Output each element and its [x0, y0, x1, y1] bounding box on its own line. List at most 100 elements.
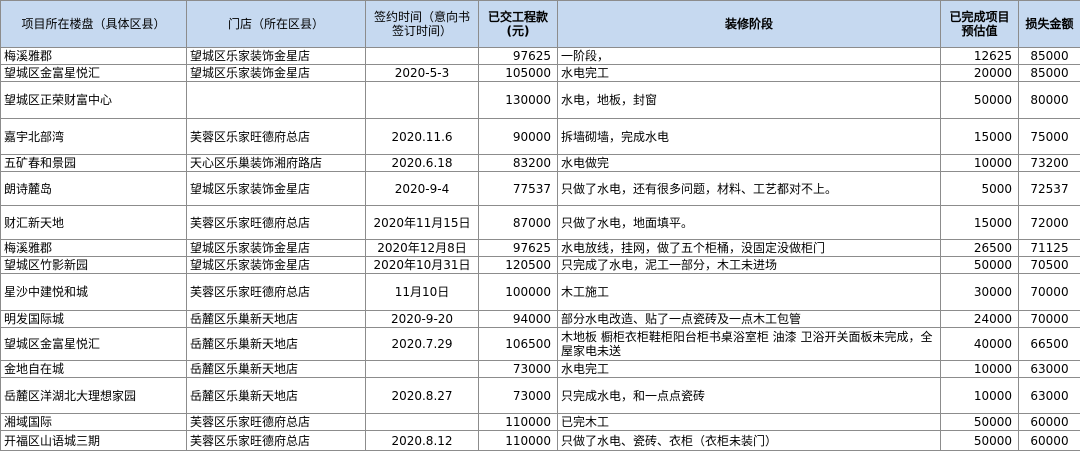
stage-cell: 只做了水电、瓷砖、衣柜（衣柜未装门）	[557, 430, 941, 451]
table-row: 朗诗麓岛 望城区乐家装饰金星店 2020-9-4 77537 只做了水电，还有很多问题，…	[0, 171, 1080, 206]
project-cell: 财汇新天地	[0, 205, 187, 240]
store-cell: 望城区乐家装饰金星店	[186, 239, 366, 257]
loss-cell: 72537	[1018, 171, 1080, 206]
done-value-cell: 40000	[940, 327, 1019, 361]
done-value-cell: 12625	[940, 47, 1019, 65]
loss-cell: 63000	[1018, 360, 1080, 378]
header-cell: 签约时间（意向书签订时间）	[365, 0, 479, 48]
done-value-cell: 50000	[940, 430, 1019, 451]
project-cell: 岳麓区洋湖北大理想家园	[0, 377, 187, 414]
paid-cell: 100000	[478, 273, 558, 311]
table-row: 望城区竹影新园 望城区乐家装饰金星店 2020年10月31日 120500 只完成了水电…	[0, 256, 1080, 274]
done-value-cell: 50000	[940, 413, 1019, 431]
done-value-cell: 10000	[940, 154, 1019, 172]
done-value-cell: 5000	[940, 171, 1019, 206]
store-cell: 芙蓉区乐家旺德府总店	[186, 413, 366, 431]
project-cell: 明发国际城	[0, 310, 187, 328]
store-cell: 天心区乐巢装饰湘府路店	[186, 154, 366, 172]
stage-cell: 水电放线，挂网，做了五个柜桶，没固定没做柜门	[557, 239, 941, 257]
loss-cell: 70000	[1018, 273, 1080, 311]
loss-cell: 66500	[1018, 327, 1080, 361]
done-value-cell: 20000	[940, 64, 1019, 82]
stage-cell: 水电完工	[557, 360, 941, 378]
sign-date-cell: 2020-9-20	[365, 310, 479, 328]
loss-cell: 60000	[1018, 413, 1080, 431]
store-cell: 望城区乐家装饰金星店	[186, 47, 366, 65]
table-row: 嘉宇北部湾 芙蓉区乐家旺德府总店 2020.11.6 90000 拆墙砌墙，完成水电 15…	[0, 118, 1080, 155]
sign-date-cell: 2020-5-3	[365, 64, 479, 82]
paid-cell: 73000	[478, 360, 558, 378]
stage-cell: 木地板 橱柜衣柜鞋柜阳台柜书桌浴室柜 油漆 卫浴开关面板未完成，全屋家电未送	[557, 327, 941, 361]
stage-cell: 只完成了水电，泥工一部分，木工未进场	[557, 256, 941, 274]
store-cell: 望城区乐家装饰金星店	[186, 171, 366, 206]
loss-cell: 85000	[1018, 47, 1080, 65]
table-row: 望城区金富星悦汇 岳麓区乐巢新天地店 2020.7.29 106500 木地板 橱柜衣柜…	[0, 327, 1080, 361]
loss-cell: 80000	[1018, 81, 1080, 119]
project-cell: 梅溪雅郡	[0, 239, 187, 257]
sign-date-cell	[365, 413, 479, 431]
store-cell: 芙蓉区乐家旺德府总店	[186, 118, 366, 155]
done-value-cell: 15000	[940, 118, 1019, 155]
sign-date-cell: 2020-9-4	[365, 171, 479, 206]
stage-cell: 已完木工	[557, 413, 941, 431]
loss-cell: 75000	[1018, 118, 1080, 155]
stage-cell: 水电做完	[557, 154, 941, 172]
stage-cell: 只完成水电，和一点点瓷砖	[557, 377, 941, 414]
store-cell: 望城区乐家装饰金星店	[186, 256, 366, 274]
project-cell: 开福区山语城三期	[0, 430, 187, 451]
sign-date-cell	[365, 360, 479, 378]
project-cell: 星沙中建悦和城	[0, 273, 187, 311]
table-row: 星沙中建悦和城 芙蓉区乐家旺德府总店 11月10日 100000 木工施工 30000 70…	[0, 273, 1080, 311]
store-cell: 岳麓区乐巢新天地店	[186, 360, 366, 378]
stage-cell: 只做了水电，还有很多问题，材料、工艺都对不上。	[557, 171, 941, 206]
store-cell: 岳麓区乐巢新天地店	[186, 377, 366, 414]
paid-cell: 105000	[478, 64, 558, 82]
sign-date-cell: 2020年10月31日	[365, 256, 479, 274]
done-value-cell: 50000	[940, 256, 1019, 274]
header-row: 项目所在楼盘（具体区县） 门店（所在区县） 签约时间（意向书签订时间） 已交工程款(元…	[0, 0, 1080, 48]
header-cell: 装修阶段	[557, 0, 941, 48]
project-cell: 梅溪雅郡	[0, 47, 187, 65]
project-cell: 湘域国际	[0, 413, 187, 431]
header-cell: 已完成项目预估值	[940, 0, 1019, 48]
project-cell: 五矿春和景园	[0, 154, 187, 172]
table-row: 湘域国际 芙蓉区乐家旺德府总店 110000 已完木工 50000 60000	[0, 413, 1080, 431]
done-value-cell: 30000	[940, 273, 1019, 311]
table-row: 望城区金富星悦汇 望城区乐家装饰金星店 2020-5-3 105000 水电完工 2000…	[0, 64, 1080, 82]
table-row: 开福区山语城三期 芙蓉区乐家旺德府总店 2020.8.12 110000 只做了水电、瓷…	[0, 430, 1080, 451]
paid-cell: 83200	[478, 154, 558, 172]
table-row: 梅溪雅郡 望城区乐家装饰金星店 2020年12月8日 97625 水电放线，挂网，做了五…	[0, 239, 1080, 257]
sign-date-cell	[365, 47, 479, 65]
paid-cell: 90000	[478, 118, 558, 155]
loss-cell: 60000	[1018, 430, 1080, 451]
paid-cell: 130000	[478, 81, 558, 119]
paid-cell: 94000	[478, 310, 558, 328]
table-row: 五矿春和景园 天心区乐巢装饰湘府路店 2020.6.18 83200 水电做完 10000…	[0, 154, 1080, 172]
paid-cell: 120500	[478, 256, 558, 274]
header-cell: 项目所在楼盘（具体区县）	[0, 0, 187, 48]
project-cell: 望城区正荣财富中心	[0, 81, 187, 119]
store-cell: 芙蓉区乐家旺德府总店	[186, 273, 366, 311]
sign-date-cell	[365, 81, 479, 119]
store-cell: 望城区乐家装饰金星店	[186, 64, 366, 82]
table-row: 梅溪雅郡 望城区乐家装饰金星店 97625 一阶段， 12625 85000	[0, 47, 1080, 65]
sign-date-cell: 2020.11.6	[365, 118, 479, 155]
sign-date-cell: 2020.6.18	[365, 154, 479, 172]
table-row: 望城区正荣财富中心 130000 水电，地板，封窗 50000 80000	[0, 81, 1080, 119]
project-cell: 金地自在城	[0, 360, 187, 378]
done-value-cell: 10000	[940, 360, 1019, 378]
store-cell: 岳麓区乐巢新天地店	[186, 310, 366, 328]
table-row: 岳麓区洋湖北大理想家园 岳麓区乐巢新天地店 2020.8.27 73000 只完成水电，…	[0, 377, 1080, 414]
stage-cell: 拆墙砌墙，完成水电	[557, 118, 941, 155]
done-value-cell: 24000	[940, 310, 1019, 328]
paid-cell: 110000	[478, 430, 558, 451]
header-cell: 门店（所在区县）	[186, 0, 366, 48]
loss-cell: 63000	[1018, 377, 1080, 414]
paid-cell: 87000	[478, 205, 558, 240]
project-cell: 望城区竹影新园	[0, 256, 187, 274]
loss-cell: 71125	[1018, 239, 1080, 257]
paid-cell: 110000	[478, 413, 558, 431]
stage-cell: 水电完工	[557, 64, 941, 82]
loss-cell: 70000	[1018, 310, 1080, 328]
